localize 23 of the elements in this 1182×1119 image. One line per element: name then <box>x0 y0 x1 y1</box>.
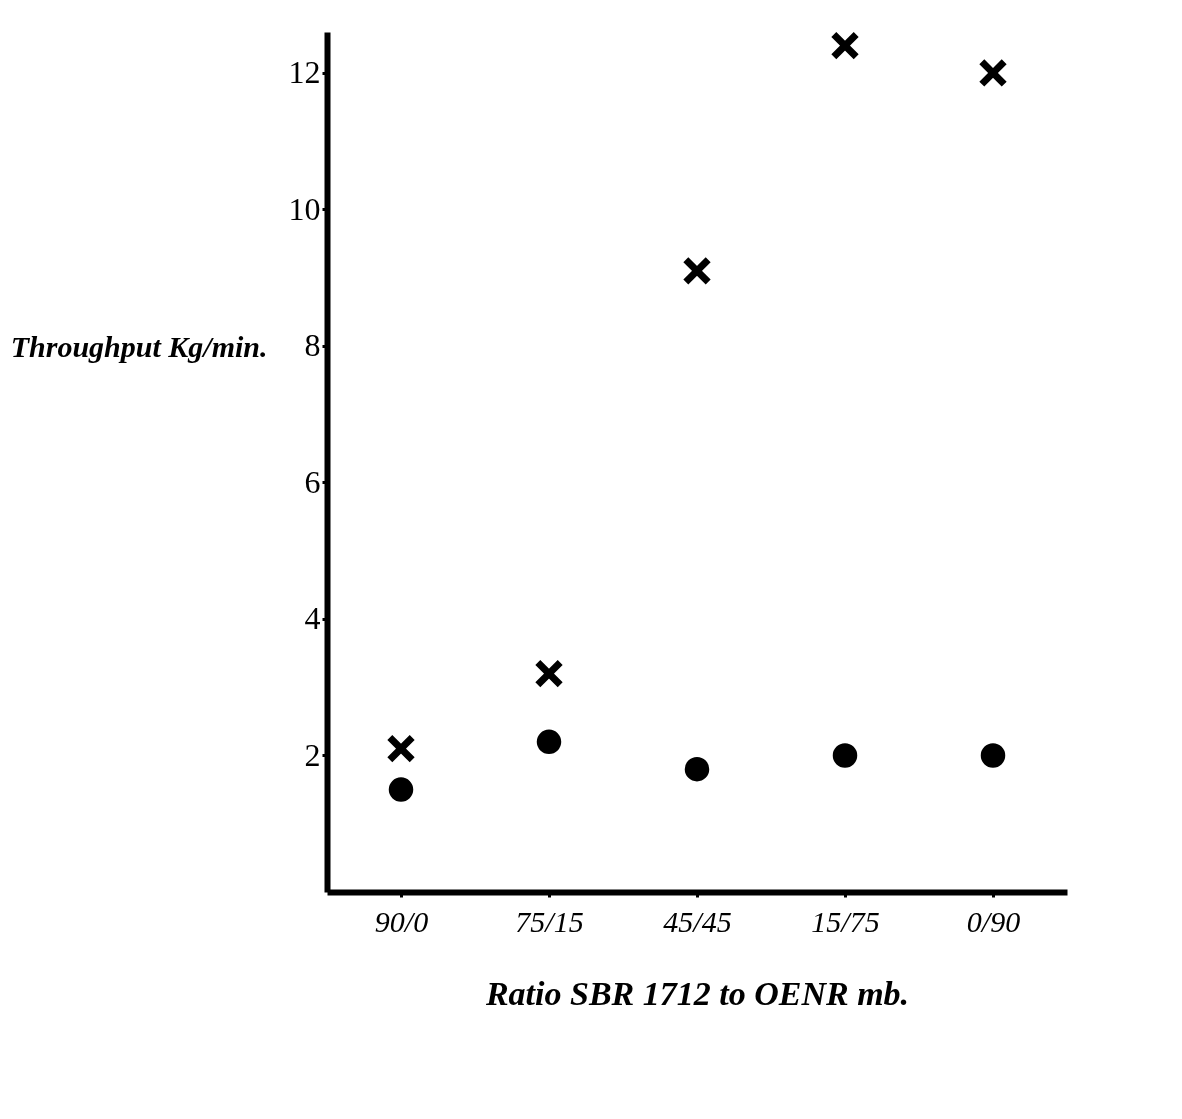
point <box>980 743 1006 768</box>
point <box>978 58 1008 88</box>
x-tick-label: 45/45 <box>663 904 732 938</box>
point <box>536 729 562 755</box>
y-axis-title: Throughput Kg/min. <box>10 329 268 363</box>
point <box>534 658 564 689</box>
point <box>830 30 860 61</box>
point <box>388 777 414 802</box>
y-tick-label: 8 <box>304 327 321 364</box>
y-tick-label: 12 <box>288 54 321 91</box>
x-axis-title: Ratio SBR 1712 to OENR mb. <box>484 974 910 1012</box>
x-tick-label: 90/0 <box>374 904 429 938</box>
x-tick-label: 75/15 <box>515 904 584 938</box>
point <box>386 733 416 764</box>
y-tick-label: 2 <box>304 736 321 773</box>
x-tick-label: 0/90 <box>966 904 1021 938</box>
point <box>682 256 712 286</box>
y-tick-label: 6 <box>304 463 321 500</box>
point <box>684 756 710 782</box>
y-tick-label: 10 <box>288 190 321 227</box>
point <box>832 743 858 768</box>
y-tick-label: 4 <box>304 600 321 637</box>
x-tick-label: 15/75 <box>811 904 880 938</box>
